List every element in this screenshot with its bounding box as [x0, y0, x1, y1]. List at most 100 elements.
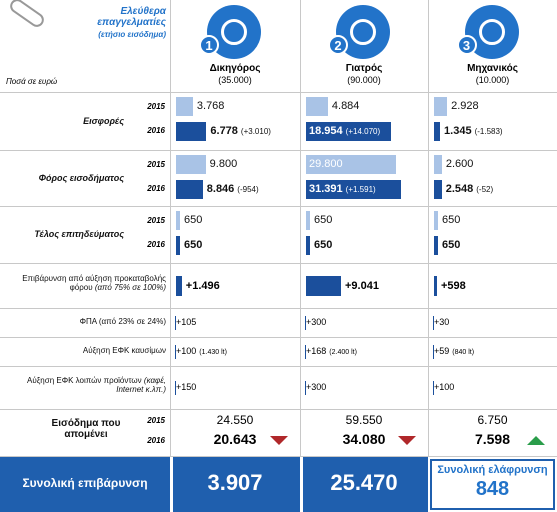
change-note: (+1.591) — [345, 185, 376, 194]
row-label-text: Αύξηση ΕΦΚ λοιπών προϊόντων — [27, 376, 142, 385]
change-note: (+14.070) — [345, 127, 381, 136]
cell-value: 4.884 — [332, 100, 360, 112]
row-divider — [0, 366, 557, 367]
profession-icon-glyph — [221, 19, 247, 45]
value-note: (2.400 lt) — [329, 349, 357, 356]
row-label: Επιβάρυνση από αύξηση προκαταβολής φόρου… — [4, 274, 166, 292]
remaining-value: 20.643 — [213, 431, 257, 447]
trend-arrow — [270, 436, 288, 445]
year-label: 2015 — [147, 216, 165, 225]
value-text: 650 — [184, 214, 203, 226]
row-label: Εισφορές — [83, 115, 124, 126]
cell-value: +30 — [434, 317, 449, 327]
unit-note: Ποσά σε ευρώ — [6, 77, 58, 86]
value-text: +100 — [434, 382, 455, 392]
row-divider — [0, 456, 557, 457]
relief-box — [430, 459, 555, 510]
value-text: 6.778 — [210, 125, 238, 137]
cell-value: 8.846 (-954) — [207, 183, 259, 195]
row-divider — [0, 92, 557, 93]
profession-number: 2 — [328, 35, 348, 55]
cell-value: 650 — [314, 214, 332, 226]
row-label-text: Επιβάρυνση από αύξηση προκαταβολής φόρου — [22, 274, 166, 292]
cell-value: +168 (2.400 lt) — [306, 346, 357, 356]
footer-divider — [170, 457, 173, 512]
cell-tick — [175, 381, 176, 395]
bar — [306, 180, 401, 199]
cell-value: 6.778 (+3.010) — [210, 125, 271, 137]
value-text: 650 — [314, 214, 333, 226]
row-label: Εισόδημα που απομένει — [51, 418, 121, 440]
footer-band — [0, 457, 428, 512]
cell-value: 9.800 — [210, 158, 238, 170]
value-text: 8.846 — [206, 183, 235, 195]
bar — [176, 155, 206, 174]
cell-value: 2.548 (-52) — [446, 183, 493, 195]
value-text: 3.768 — [196, 100, 225, 112]
value-text: 650 — [314, 239, 333, 251]
profession-number: 1 — [199, 35, 219, 55]
bar — [434, 276, 437, 296]
year-label: 2015 — [147, 416, 165, 425]
profession-income: (10.000) — [475, 75, 510, 85]
bar — [176, 122, 207, 141]
profession-income: (90.000) — [347, 75, 381, 85]
profession-icon-glyph — [478, 19, 505, 45]
value-note: (1.430 lt) — [199, 349, 227, 356]
cell-value: 3.768 — [197, 100, 225, 112]
cell-value: +1.496 — [186, 280, 220, 292]
row-label: Φόρος εισοδήματος — [38, 172, 124, 183]
row-label-note: (καφέ, Internet κ.λπ.) — [116, 376, 166, 394]
cell-value: +598 — [441, 280, 466, 292]
value-text: +300 — [306, 317, 327, 327]
cell-value: +59 (840 lt) — [434, 346, 474, 356]
value-text: 4.884 — [331, 100, 360, 112]
remaining-value: 6.750 — [477, 413, 508, 427]
bar — [176, 97, 193, 116]
value-text: 2.928 — [451, 100, 479, 112]
row-divider — [0, 337, 557, 338]
total-value: 25.470 — [330, 470, 398, 495]
cell-value: +9.041 — [345, 280, 379, 292]
relief-label: Συνολική ελάφρυνση — [437, 464, 548, 476]
trend-arrow — [527, 436, 545, 445]
cell-value: 650 — [442, 214, 460, 226]
bar — [434, 155, 442, 174]
change-note: (-52) — [476, 185, 494, 194]
cell-value: 1.345 (-1.583) — [444, 125, 503, 137]
value-text: 2.548 — [445, 183, 474, 195]
cell-value: 650 — [184, 214, 202, 226]
bar — [306, 155, 397, 174]
cell-tick — [433, 381, 434, 395]
value-text: +30 — [434, 317, 450, 327]
value-text: 650 — [442, 214, 461, 226]
bar — [306, 122, 391, 141]
cell-tick — [175, 345, 176, 359]
value-text: +100 — [176, 346, 197, 356]
profession-name: Γιατρός — [345, 63, 383, 74]
value-text: +9.041 — [345, 280, 379, 292]
value-text: 18.954 — [309, 125, 343, 137]
cell-value: +300 — [306, 317, 326, 327]
year-label: 2016 — [147, 436, 165, 445]
row-divider — [0, 206, 557, 207]
row-label-text: Αύξηση ΕΦΚ καυσίμων — [82, 346, 166, 355]
cell-tick — [305, 316, 306, 330]
value-text: +105 — [176, 317, 197, 327]
row-label: ΦΠΑ (από 23% σε 24%) — [4, 317, 166, 326]
column-divider — [170, 0, 171, 457]
row-label: Αύξηση ΕΦΚ καυσίμων — [4, 346, 166, 355]
bar — [434, 236, 438, 255]
value-text: +598 — [441, 280, 466, 292]
value-text: +1.496 — [185, 280, 220, 292]
value-text: 31.391 — [309, 183, 343, 195]
change-note: (-1.583) — [474, 127, 503, 136]
value-text: 650 — [184, 239, 203, 251]
profession-number: 3 — [456, 35, 477, 55]
value-text: +300 — [306, 382, 327, 392]
cell-value: +105 — [176, 317, 196, 327]
cell-value: 31.391 (+1.591) — [309, 183, 376, 195]
profession-income: (35.000) — [218, 75, 252, 85]
cell-tick — [175, 316, 176, 330]
cell-value: 2.928 — [451, 100, 479, 112]
